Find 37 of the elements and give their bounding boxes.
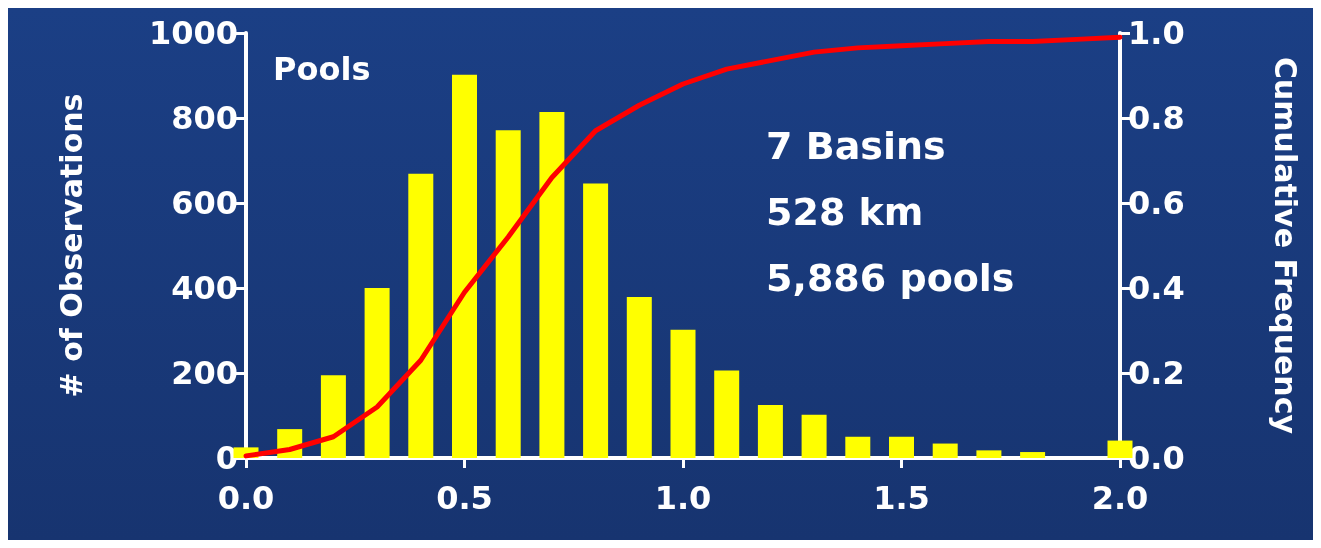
x-tick-label: 0.5: [436, 479, 493, 517]
x-tick-label: 1.5: [873, 479, 930, 517]
y2-tick-label: 0.8: [1128, 99, 1185, 137]
bar: [757, 404, 783, 458]
bar: [670, 329, 696, 458]
x-tick-label: 0.0: [217, 479, 275, 517]
bar: [583, 183, 609, 458]
bar: [1020, 452, 1046, 458]
bar: [801, 414, 827, 458]
x-tick-label: 2.0: [1091, 479, 1149, 517]
bar: [452, 74, 477, 458]
annotation: 7 Basins 528 km 5,886 pools: [766, 124, 1015, 300]
y2-tick-label: 0.2: [1128, 354, 1185, 392]
y2-axis-title: Cumulative Frequency: [1267, 56, 1303, 435]
bar: [408, 173, 434, 458]
y2-tick-label: 0.0: [1128, 439, 1185, 477]
bar: [626, 296, 652, 458]
bar: [539, 112, 565, 458]
bar: [320, 375, 346, 458]
bar: [364, 288, 390, 458]
y-tick-label: 400: [171, 269, 238, 307]
y-axis-title: # of Observations: [53, 93, 89, 398]
bar: [845, 436, 871, 458]
y-tick-label: 600: [171, 184, 238, 222]
y2-tick-label: 0.4: [1128, 269, 1185, 307]
bar: [976, 450, 1002, 458]
x-tick-label: 1.0: [654, 479, 712, 517]
bar: [889, 436, 914, 458]
y-tick-label: 1000: [148, 14, 238, 52]
annotation: Pools: [273, 50, 371, 88]
y-tick-label: 200: [171, 354, 238, 392]
bar: [932, 443, 958, 458]
y2-tick-label: 0.6: [1128, 184, 1185, 222]
bar: [714, 370, 740, 458]
bar: [495, 130, 521, 458]
y-tick-label: 800: [171, 99, 238, 137]
y2-tick-label: 1.0: [1128, 14, 1185, 52]
